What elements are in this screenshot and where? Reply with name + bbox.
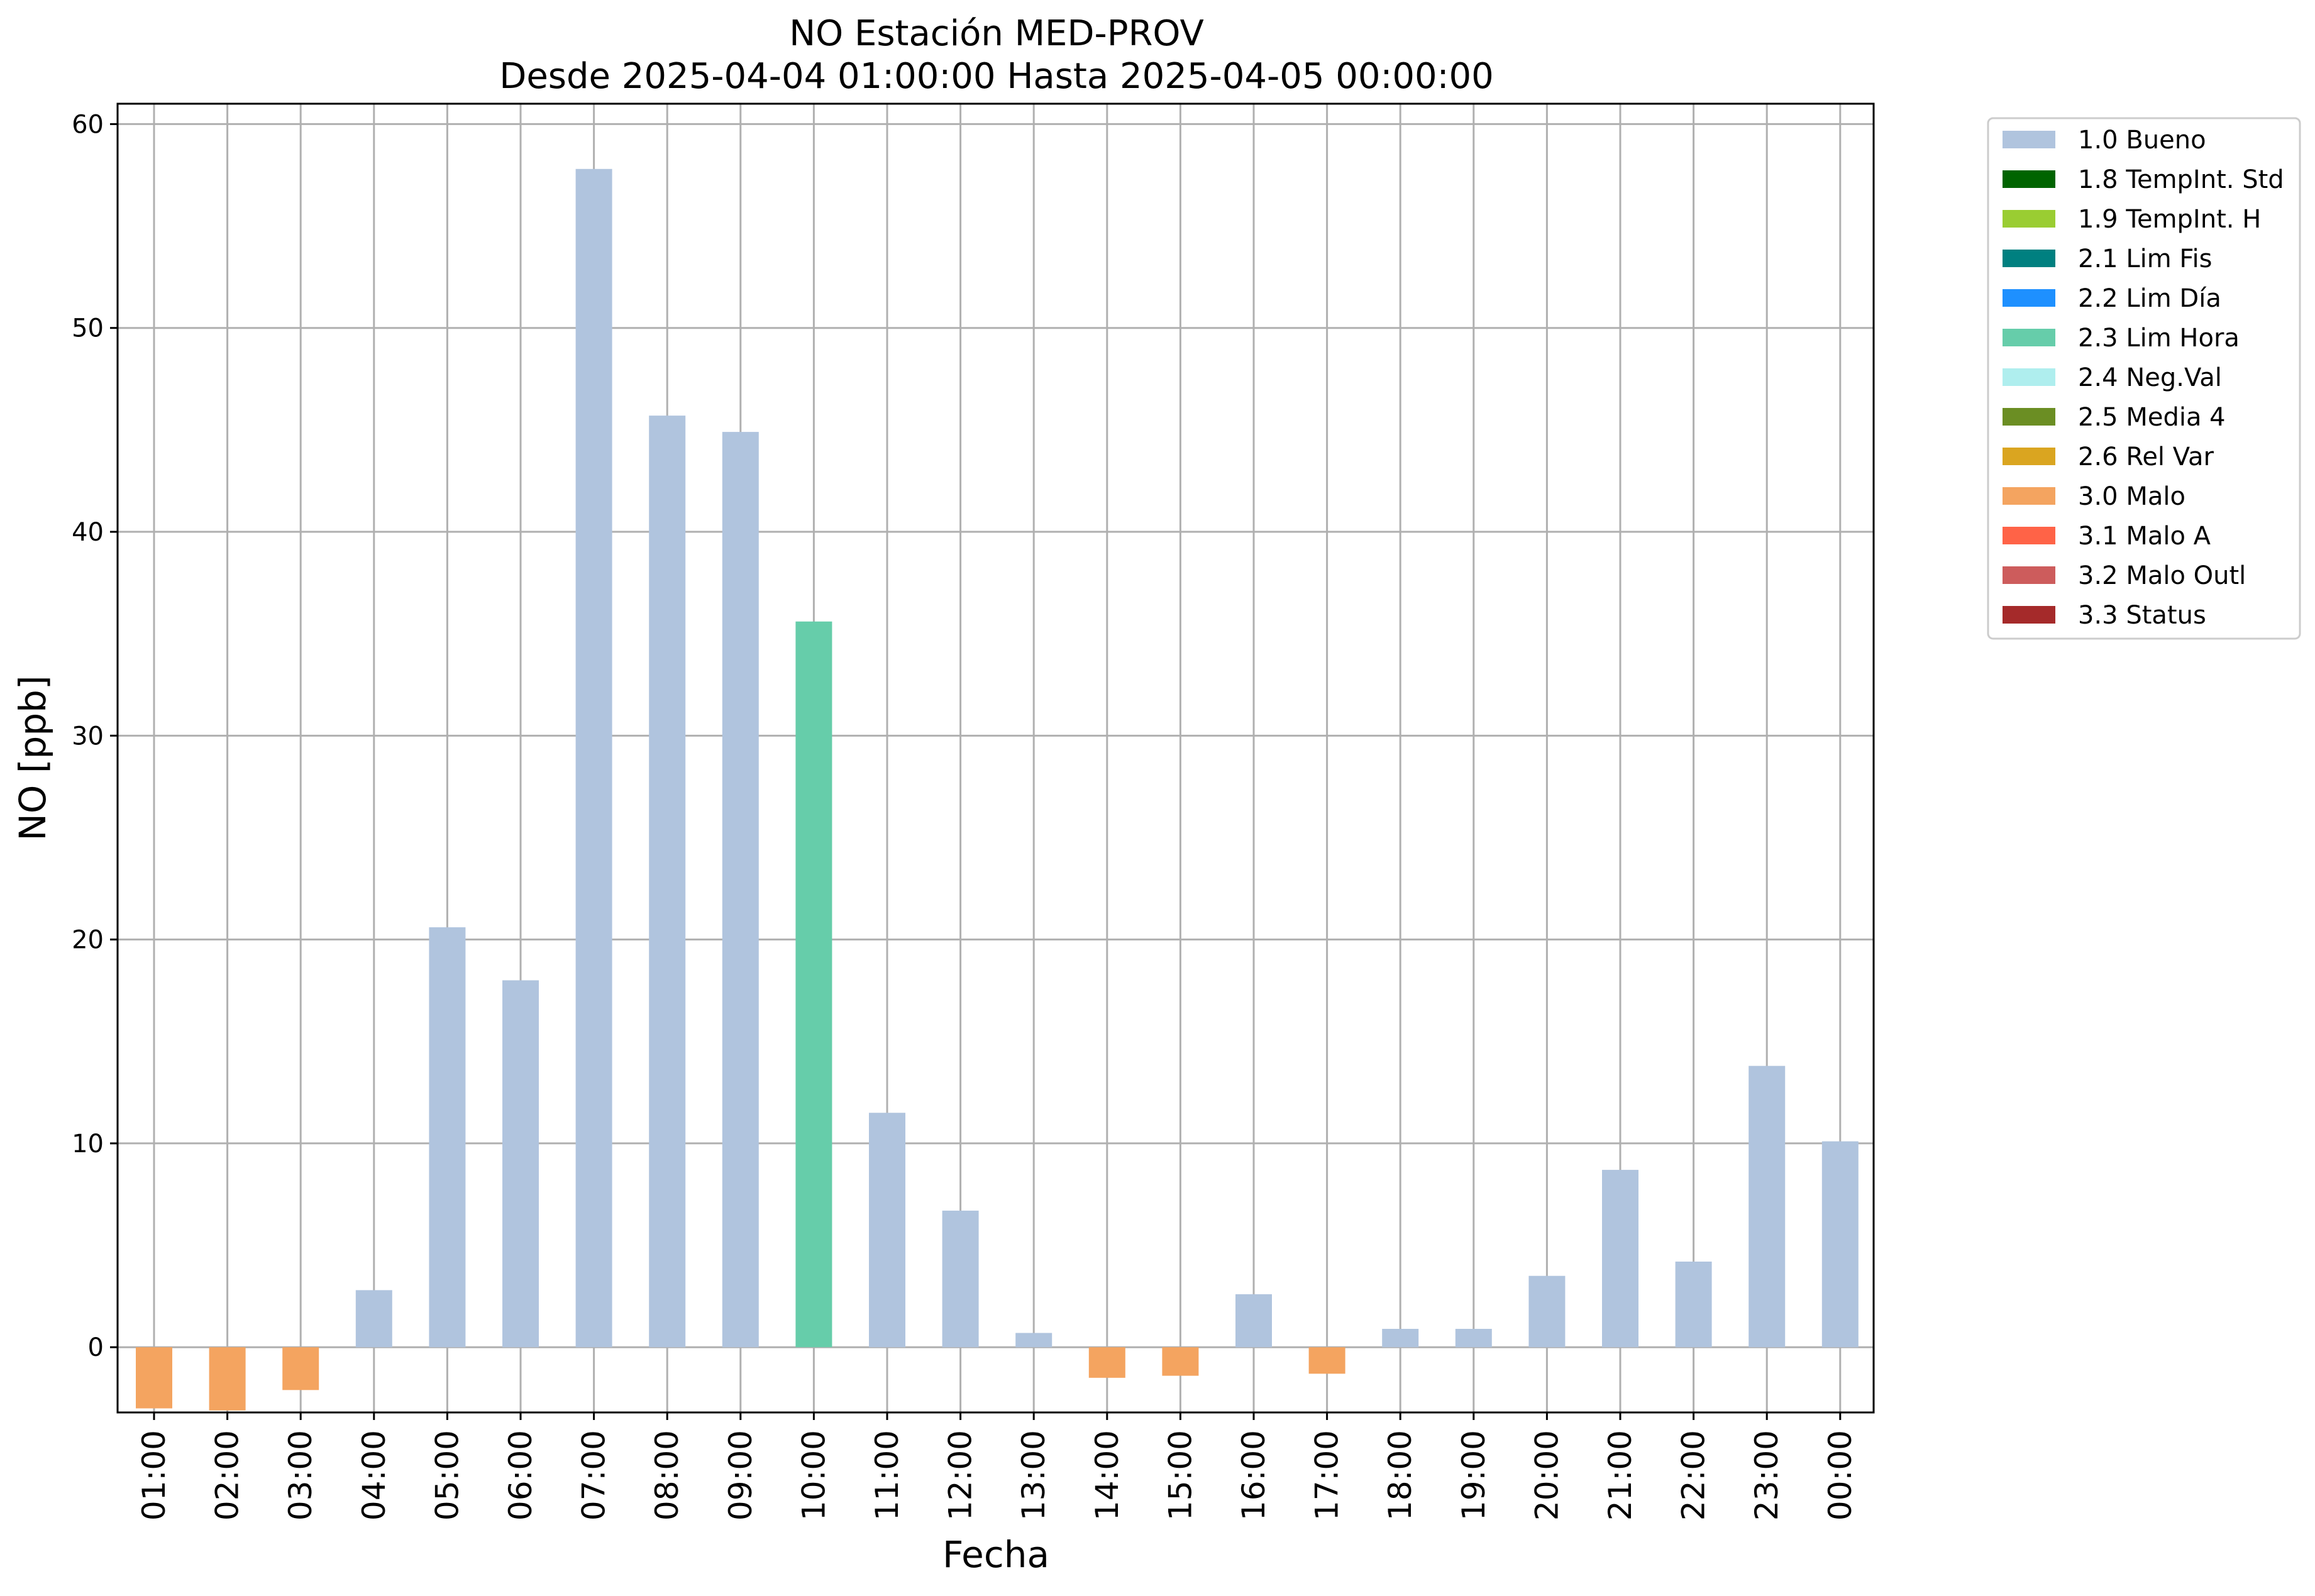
bar <box>1235 1294 1272 1348</box>
y-tick-label: 30 <box>72 722 104 751</box>
plot-frame <box>116 102 1875 1414</box>
bar <box>1675 1262 1712 1348</box>
legend-label: 1.0 Bueno <box>2078 126 2206 155</box>
x-tick-label: 12:00 <box>942 1430 979 1521</box>
legend-label: 1.8 TempInt. Std <box>2078 165 2284 194</box>
bar <box>722 432 759 1348</box>
y-tick-label: 50 <box>72 314 104 343</box>
x-tick-label: 19:00 <box>1456 1430 1492 1521</box>
legend-label: 3.2 Malo Outl <box>2078 561 2246 590</box>
x-tick-label: 09:00 <box>722 1430 759 1521</box>
x-tick-label: 17:00 <box>1309 1430 1345 1521</box>
x-tick-label: 04:00 <box>356 1430 392 1521</box>
legend-swatch <box>2003 131 2055 148</box>
legend-swatch <box>2003 606 2055 624</box>
y-tick-label: 0 <box>88 1333 104 1362</box>
x-tick-label: 01:00 <box>136 1430 172 1521</box>
legend-label: 2.4 Neg.Val <box>2078 363 2222 392</box>
x-tick-label: 21:00 <box>1602 1430 1638 1521</box>
x-tick-label: 14:00 <box>1089 1430 1125 1521</box>
legend-label: 3.0 Malo <box>2078 482 2185 511</box>
legend-label: 3.3 Status <box>2078 601 2206 630</box>
bar <box>649 416 686 1348</box>
x-tick-label: 16:00 <box>1235 1430 1272 1521</box>
legend-swatch <box>2003 487 2055 505</box>
bar <box>1088 1347 1125 1378</box>
legend-frame <box>1987 117 2301 640</box>
legend-swatch <box>2003 566 2055 584</box>
bar <box>1749 1065 1786 1348</box>
bar <box>209 1347 246 1411</box>
legend-label: 1.9 TempInt. H <box>2078 205 2261 234</box>
x-tick-label: 18:00 <box>1382 1430 1418 1521</box>
y-axis-label: NO [ppb] <box>11 675 54 840</box>
x-tick-label: 23:00 <box>1749 1430 1785 1521</box>
bar <box>136 1347 172 1409</box>
x-tick-label: 00:00 <box>1822 1430 1859 1521</box>
y-tick-label: 20 <box>72 926 104 955</box>
x-tick-label: 15:00 <box>1162 1430 1198 1521</box>
bar <box>1455 1329 1492 1348</box>
legend-label: 2.6 Rel Var <box>2078 443 2214 471</box>
bar <box>869 1113 905 1348</box>
bar <box>575 168 612 1348</box>
y-tick-label: 10 <box>72 1130 104 1158</box>
y-tick-label: 60 <box>72 110 104 139</box>
bar <box>429 927 466 1348</box>
x-tick-label: 10:00 <box>795 1430 832 1521</box>
y-tick-label: 40 <box>72 518 104 547</box>
legend-label: 3.1 Malo A <box>2078 522 2211 551</box>
bar <box>942 1210 979 1348</box>
legend-label: 2.5 Media 4 <box>2078 403 2226 432</box>
bar <box>1382 1329 1419 1348</box>
bar <box>1602 1170 1638 1348</box>
legend-label: 2.3 Lim Hora <box>2078 324 2240 353</box>
bar <box>282 1347 319 1390</box>
x-tick-label: 11:00 <box>869 1430 905 1521</box>
bars <box>136 168 1859 1411</box>
bar <box>1528 1275 1566 1348</box>
x-tick-label: 07:00 <box>576 1430 612 1521</box>
x-tick-label: 13:00 <box>1015 1430 1052 1521</box>
y-axis-ticks: 0 10 20 30 40 50 60 <box>72 110 118 1362</box>
x-tick-label: 02:00 <box>209 1430 246 1521</box>
bar <box>355 1290 392 1348</box>
x-tick-label: 20:00 <box>1528 1430 1565 1521</box>
legend: 1.0 Bueno 1.8 TempInt. Std 1.9 TempInt. H 2… <box>1987 117 2301 640</box>
chart-subtitle: Desde 2025-04-04 01:00:00 Hasta 2025-04-… <box>499 56 1494 97</box>
x-tick-label: 03:00 <box>282 1430 319 1521</box>
legend-swatch <box>2003 250 2055 267</box>
x-tick-label: 22:00 <box>1676 1430 1712 1521</box>
bar <box>502 980 539 1348</box>
bar <box>1821 1141 1859 1348</box>
bar <box>1308 1347 1345 1374</box>
bar <box>1015 1333 1053 1348</box>
legend-swatch <box>2003 329 2055 346</box>
legend-swatch <box>2003 289 2055 307</box>
legend-swatch <box>2003 170 2055 188</box>
legend-swatch <box>2003 448 2055 465</box>
legend-swatch <box>2003 408 2055 426</box>
x-tick-label: 05:00 <box>429 1430 465 1521</box>
legend-swatch <box>2003 210 2055 228</box>
legend-swatch <box>2003 527 2055 544</box>
legend-swatch <box>2003 368 2055 386</box>
bar <box>1162 1347 1199 1376</box>
x-tick-label: 08:00 <box>649 1430 685 1521</box>
chart-title: NO Estación MED-PROV <box>789 13 1204 54</box>
x-axis-ticks: 01:00 02:00 03:00 04:00 05:00 06:00 07:00 08:00… <box>136 1412 1859 1521</box>
legend-label: 2.1 Lim Fis <box>2078 245 2212 273</box>
legend-label: 2.2 Lim Día <box>2078 284 2221 313</box>
bar <box>795 621 832 1348</box>
x-axis-label: Fecha <box>942 1533 1049 1576</box>
x-tick-label: 06:00 <box>502 1430 539 1521</box>
